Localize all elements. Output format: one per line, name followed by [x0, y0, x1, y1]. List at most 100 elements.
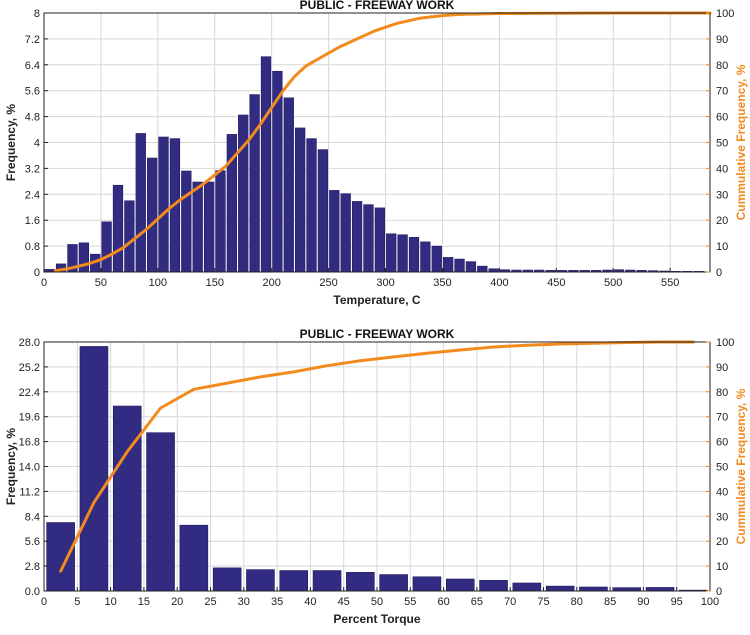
y2-tick-label: 0 [716, 586, 722, 598]
y-tick-label: 0 [34, 267, 40, 279]
histogram-bar [512, 582, 542, 592]
y2-tick-label: 20 [716, 215, 728, 227]
histogram-bar [283, 97, 294, 273]
cumulative-frequency-line [59, 340, 695, 573]
y2-tick-label: 10 [716, 561, 728, 573]
x-tick-label: 100 [701, 596, 719, 608]
x-tick-label: 50 [95, 277, 107, 289]
histogram-bar [260, 56, 272, 273]
y2-tick-label: 80 [716, 60, 728, 72]
percent-torque-histogram-chart: 0 5 10 15 20 25 30 35 40 45 50 55 60 65 70 75 80 85 90 95 10… [4, 327, 748, 626]
y-axis-label: Frequency, % [4, 428, 18, 505]
y-tick-label: 22.4 [19, 387, 40, 399]
histogram-bar [386, 233, 397, 273]
histogram-bar [135, 133, 146, 273]
histogram-bar [443, 257, 454, 273]
x-tick-label: 35 [271, 596, 283, 608]
histogram-bar [612, 587, 642, 592]
histogram-bar [79, 346, 109, 592]
histogram-bar [306, 138, 317, 273]
x-tick-label: 350 [433, 277, 451, 289]
x-tick-label: 55 [404, 596, 416, 608]
histogram-bar [363, 204, 374, 273]
x-tick-label: 15 [138, 596, 150, 608]
histogram-bar [340, 193, 351, 273]
y2-axis-label: Cummulative Frequency, % [734, 388, 748, 544]
y-tick-label: 5.6 [25, 536, 40, 548]
histogram-bar [420, 241, 431, 273]
histogram-bar [124, 200, 135, 273]
y-tick-label: 16.8 [19, 437, 40, 449]
x-tick-label: 20 [171, 596, 183, 608]
x-tick-label: 65 [471, 596, 483, 608]
histogram-bar [46, 522, 75, 592]
chart-title: PUBLIC - FREEWAY WORK [300, 0, 455, 12]
y2-tick-label: 10 [716, 241, 728, 253]
y-tick-label: 8 [34, 8, 40, 20]
histogram-bar [246, 569, 275, 592]
y-tick-label: 6.4 [25, 60, 40, 72]
y-tick-label: 14.0 [19, 462, 40, 474]
y2-tick-label: 70 [716, 86, 728, 98]
x-tick-label: 80 [571, 596, 583, 608]
histogram-bar [465, 261, 477, 273]
x-tick-label: 150 [206, 277, 224, 289]
chart-title: PUBLIC - FREEWAY WORK [300, 327, 455, 341]
histogram-bar [397, 234, 408, 273]
histogram-bar [249, 94, 260, 273]
x-tick-label: 450 [547, 277, 565, 289]
histogram-bar [181, 170, 192, 273]
x-tick-label: 100 [149, 277, 167, 289]
y2-tick-label: 40 [716, 163, 728, 175]
y2-tick-label: 50 [716, 138, 728, 150]
histogram-bar [645, 587, 675, 592]
histogram-bar [212, 567, 242, 592]
histogram-bar [545, 585, 575, 592]
histogram-bar [295, 127, 306, 273]
histogram-bar [317, 149, 329, 273]
y2-tick-label: 70 [716, 412, 728, 424]
y-tick-label: 3.2 [25, 163, 40, 175]
y-tick-label: 19.6 [19, 412, 40, 424]
histogram-bar [279, 570, 309, 592]
y-tick-label: 0.0 [25, 586, 40, 598]
temperature-histogram-chart: 0 50 100 150 200 250 300 350 400 450 500 55000.81.6… [4, 0, 748, 307]
histogram-bar [477, 265, 488, 273]
y-tick-label: 2.4 [25, 189, 40, 201]
y2-tick-label: 40 [716, 486, 728, 498]
y2-tick-label: 30 [716, 511, 728, 523]
x-tick-label: 60 [437, 596, 449, 608]
histogram-bar [346, 572, 375, 592]
histogram-bar [479, 580, 508, 592]
x-tick-label: 40 [304, 596, 316, 608]
y-tick-label: 11.2 [19, 486, 40, 498]
histogram-bar [101, 221, 112, 273]
histogram-bar [431, 245, 442, 273]
x-tick-label: 70 [504, 596, 516, 608]
y2-tick-label: 90 [716, 34, 728, 46]
x-tick-label: 10 [104, 596, 116, 608]
x-tick-label: 90 [637, 596, 649, 608]
histogram-bar [215, 170, 226, 273]
y-tick-label: 2.8 [25, 561, 40, 573]
histogram-bar [158, 136, 169, 273]
y2-axis-label: Cummulative Frequency, % [734, 64, 748, 220]
histogram-bar [238, 114, 249, 273]
tick-marks [43, 12, 710, 273]
histogram-bar [192, 181, 203, 273]
y-tick-label: 1.6 [25, 215, 40, 227]
x-tick-label: 400 [490, 277, 508, 289]
y2-tick-label: 0 [716, 267, 722, 279]
x-tick-label: 200 [263, 277, 281, 289]
histogram-bar [579, 586, 608, 592]
histogram-bar [454, 258, 465, 273]
y-tick-label: 25.2 [19, 362, 40, 374]
cumulative-frequency-line [53, 11, 712, 273]
x-tick-label: 0 [41, 596, 47, 608]
bars [46, 346, 708, 592]
x-tick-label: 25 [204, 596, 216, 608]
histogram-bar [312, 570, 342, 592]
y-tick-label: 4 [34, 138, 40, 150]
x-tick-label: 30 [238, 596, 250, 608]
